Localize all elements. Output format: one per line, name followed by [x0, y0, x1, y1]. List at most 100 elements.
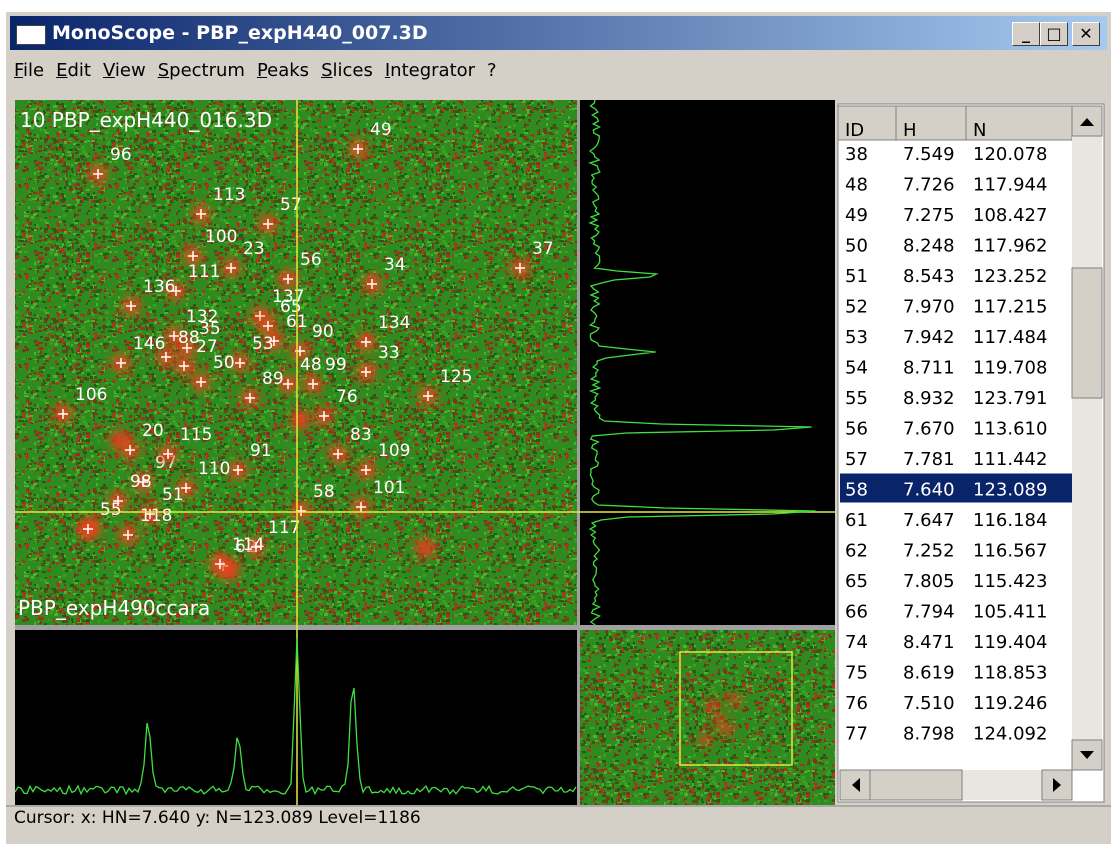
table-cell: 8.248	[903, 236, 955, 257]
peak-label: 134	[378, 313, 410, 333]
peak-label: 51	[162, 485, 184, 505]
peak-label: 34	[384, 255, 406, 275]
peak-label: 55	[100, 500, 122, 520]
peak-label: 98	[130, 472, 152, 492]
table-cell: 7.805	[903, 571, 955, 592]
overview-blob	[699, 734, 711, 746]
table-cell: 119.246	[973, 693, 1047, 714]
peak-label: 109	[378, 441, 410, 461]
overview-blob	[706, 699, 718, 711]
table-cell: 62	[845, 541, 868, 562]
table-cell: 8.932	[903, 388, 955, 409]
table-cell: 7.640	[903, 480, 955, 501]
table-cell: 50	[845, 236, 868, 257]
peak-label: 58	[313, 482, 335, 502]
table-cell: 115.423	[973, 571, 1047, 592]
peak-label: 117	[268, 518, 300, 538]
overview-blob	[719, 724, 731, 736]
peak-label: 37	[532, 239, 554, 259]
peak-label: 90	[312, 322, 334, 342]
splitter-h	[15, 625, 835, 630]
table-cell: 54	[845, 358, 868, 379]
table-cell: 117.962	[973, 236, 1047, 257]
peak-label: 53	[252, 334, 274, 354]
table-cell: 48	[845, 175, 868, 196]
peak-label: 57	[280, 195, 302, 215]
table-cell: 7.726	[903, 175, 955, 196]
peak-label: 99	[325, 355, 347, 375]
peak-label: 115	[180, 425, 212, 445]
overlay-top: 10 PBP_expH440_016.3D	[20, 108, 272, 132]
table-cell: 7.275	[903, 205, 955, 226]
table-cell: 56	[845, 419, 868, 440]
column-header-label: N	[973, 120, 986, 141]
peak-label: 91	[250, 441, 272, 461]
table-cell: 61	[845, 510, 868, 531]
peak-label: 23	[243, 239, 265, 259]
peak-label: 125	[440, 367, 472, 387]
table-cell: 7.510	[903, 693, 955, 714]
table-cell: 74	[845, 632, 868, 653]
peak-label: 113	[213, 185, 245, 205]
table-cell: 7.942	[903, 327, 955, 348]
peak-label: 96	[110, 145, 132, 165]
peak-label: 114	[232, 535, 264, 555]
table-cell: 7.794	[903, 602, 955, 623]
table-cell: 117.944	[973, 175, 1047, 196]
overview-panel	[580, 630, 835, 805]
table-cell: 49	[845, 205, 868, 226]
table-cell: 7.781	[903, 449, 955, 470]
peak-label: 118	[140, 506, 172, 526]
table-cell: 120.078	[973, 144, 1047, 165]
table-cell: 7.549	[903, 144, 955, 165]
table-cell: 53	[845, 327, 868, 348]
peak-label: 20	[142, 421, 164, 441]
peak-label: 56	[300, 250, 322, 270]
peak-label: 101	[373, 478, 405, 498]
peak-blob	[290, 410, 310, 430]
table-cell: 7.252	[903, 541, 955, 562]
column-header-label: H	[903, 120, 917, 141]
table-cell: 116.184	[973, 510, 1047, 531]
table-cell: 119.708	[973, 358, 1047, 379]
peak-label: 106	[75, 385, 107, 405]
table-cell: 52	[845, 297, 868, 318]
peak-label: 33	[378, 343, 400, 363]
table-cell: 38	[845, 144, 868, 165]
table-cell: 119.404	[973, 632, 1047, 653]
overview-blob	[729, 694, 741, 706]
peak-label: 50	[213, 353, 235, 373]
splitter-v	[577, 100, 580, 805]
table-cell: 7.970	[903, 297, 955, 318]
scrollbar-v	[1072, 106, 1102, 770]
table-cell: 113.610	[973, 419, 1047, 440]
table-cell: 55	[845, 388, 868, 409]
table-cell: 75	[845, 663, 868, 684]
table-cell: 123.791	[973, 388, 1047, 409]
scroll-thumb-h[interactable]	[870, 770, 962, 800]
table-cell: 77	[845, 724, 868, 745]
table-cell: 76	[845, 693, 868, 714]
trace-vertical-panel	[580, 100, 835, 625]
peak-label: 49	[370, 120, 392, 140]
status-bar: Cursor: x: HN=7.640 y: N=123.089 Level=1…	[14, 808, 421, 828]
peak-label: 136	[143, 277, 175, 297]
table-cell: 66	[845, 602, 868, 623]
table-cell: 117.484	[973, 327, 1047, 348]
table-cell: 8.619	[903, 663, 955, 684]
table-cell: 51	[845, 266, 868, 287]
table-cell: 116.567	[973, 541, 1047, 562]
table-cell: 124.092	[973, 724, 1047, 745]
table-cell: 8.471	[903, 632, 955, 653]
workspace: 4996113571002337561111363413765132356190…	[0, 0, 1113, 844]
table-cell: 108.427	[973, 205, 1047, 226]
table-cell: 57	[845, 449, 868, 470]
column-header-label: ID	[845, 120, 864, 141]
page: MonoScope - PBP_expH440_007.3D _ □ ✕ Fil…	[0, 0, 1113, 844]
table-cell: 7.670	[903, 419, 955, 440]
scroll-thumb[interactable]	[1072, 268, 1102, 398]
table-cell: 58	[845, 480, 868, 501]
peak-label: 48	[300, 355, 322, 375]
table-cell: 8.543	[903, 266, 955, 287]
table-cell: 8.798	[903, 724, 955, 745]
